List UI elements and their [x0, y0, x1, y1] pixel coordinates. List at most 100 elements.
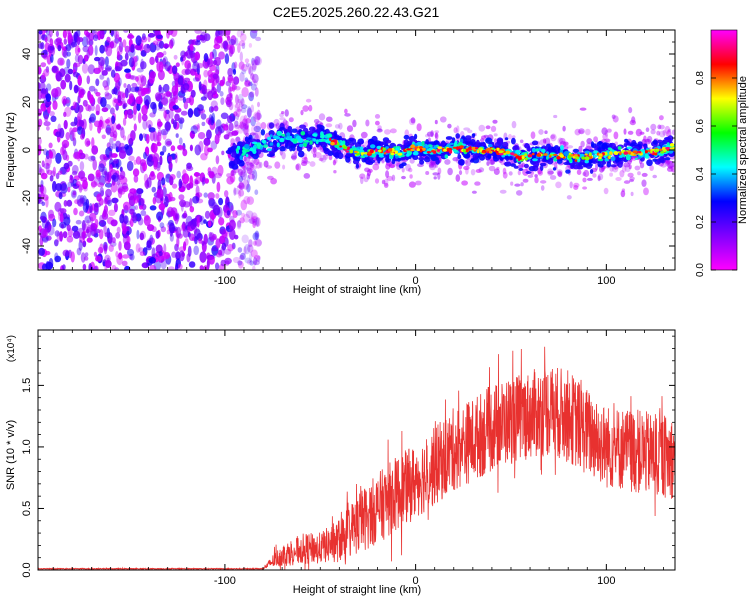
noise-blob — [252, 257, 258, 266]
ridge-halo — [662, 129, 666, 136]
ridge-halo — [650, 123, 657, 131]
noise-blob — [204, 210, 211, 219]
noise-blob — [228, 219, 236, 231]
noise-blob — [244, 79, 251, 87]
noise-blob — [246, 106, 252, 118]
ridge-halo — [250, 162, 254, 169]
ridge-halo — [270, 178, 277, 185]
ridge-halo — [666, 166, 674, 172]
ridge-band — [659, 156, 665, 163]
ridge-halo — [628, 164, 632, 170]
noise-blob — [253, 259, 260, 266]
noise-blob — [95, 169, 101, 178]
ridge-halo — [437, 167, 442, 175]
noise-blob — [70, 121, 77, 127]
ridge-peak — [584, 153, 588, 156]
noise-blob — [94, 266, 98, 270]
ridge-halo — [555, 181, 562, 189]
ridge-halo — [227, 131, 234, 137]
noise-blob — [112, 97, 118, 108]
noise-blob — [250, 212, 258, 224]
noise-blob — [118, 37, 122, 42]
noise-blob — [245, 80, 253, 86]
noise-blob — [89, 94, 94, 104]
noise-blob — [207, 192, 215, 200]
ridge-peak — [456, 146, 459, 151]
noise-blob — [187, 245, 192, 257]
noise-blob — [213, 43, 221, 50]
noise-blob — [199, 215, 205, 225]
ridge-band — [532, 165, 539, 172]
noise-blob — [104, 232, 110, 238]
ridge-halo — [511, 120, 517, 129]
noise-blob — [60, 146, 65, 156]
ridge-halo — [601, 127, 608, 135]
noise-blob — [160, 97, 169, 105]
ridge-halo — [539, 139, 547, 146]
noise-blob — [43, 49, 48, 55]
noise-blob — [178, 246, 186, 253]
noise-blob — [45, 100, 52, 107]
ridge-halo — [447, 167, 453, 176]
noise-blob — [115, 140, 121, 148]
noise-blob — [233, 76, 240, 85]
noise-blob — [84, 252, 89, 257]
ridge-band — [552, 167, 557, 171]
ridge-peak — [488, 150, 492, 154]
ridge-halo — [578, 128, 585, 135]
noise-blob — [255, 239, 263, 246]
ridge-halo — [437, 172, 441, 180]
ridge-halo — [630, 191, 634, 197]
noise-blob — [119, 170, 126, 179]
noise-blob — [243, 164, 247, 174]
ridge-halo — [629, 179, 634, 183]
noise-blob — [87, 173, 95, 182]
noise-blob — [254, 59, 259, 65]
ridge-halo — [273, 118, 280, 127]
ridge-halo — [534, 176, 539, 184]
ridge-halo — [470, 169, 476, 176]
ridge-band — [494, 141, 502, 148]
noise-blob — [160, 226, 166, 233]
noise-blob — [189, 206, 195, 213]
ridge-band — [316, 124, 323, 129]
noise-blob — [236, 107, 241, 118]
noise-blob — [229, 228, 236, 240]
noise-blob — [251, 57, 255, 66]
noise-blob — [188, 233, 195, 241]
ridge-peak — [448, 149, 453, 154]
noise-blob — [204, 144, 209, 156]
ridge-band — [469, 139, 476, 146]
noise-blob — [195, 185, 200, 196]
ridge-band — [601, 143, 608, 150]
noise-blob — [162, 186, 167, 197]
noise-blob — [141, 113, 148, 122]
ridge-halo — [660, 163, 667, 168]
noise-blob — [254, 112, 262, 120]
noise-blob — [193, 245, 199, 256]
ridge-halo — [511, 135, 516, 139]
noise-blob — [158, 251, 163, 257]
noise-blob — [194, 179, 199, 185]
noise-blob — [226, 93, 233, 103]
noise-blob — [253, 111, 261, 123]
noise-blob — [96, 193, 102, 202]
x-tick-label: 100 — [597, 275, 615, 287]
ridge-peak — [345, 150, 350, 153]
noise-blob — [129, 194, 138, 201]
noise-blob — [58, 192, 63, 200]
noise-blob — [223, 41, 229, 52]
ridge-peak — [426, 151, 431, 154]
ridge-halo — [416, 123, 422, 132]
ridge-halo — [544, 130, 548, 134]
ridge-peak — [410, 149, 415, 152]
noise-blob — [139, 133, 143, 141]
ridge-band — [259, 149, 266, 153]
figure-title: C2E5.2025.260.22.43.G21 — [273, 4, 440, 20]
noise-blob — [40, 62, 47, 68]
ridge-halo — [376, 128, 383, 133]
noise-blob — [240, 33, 247, 42]
noise-blob — [207, 90, 213, 101]
noise-blob — [251, 216, 257, 223]
ridge-band — [531, 140, 539, 146]
